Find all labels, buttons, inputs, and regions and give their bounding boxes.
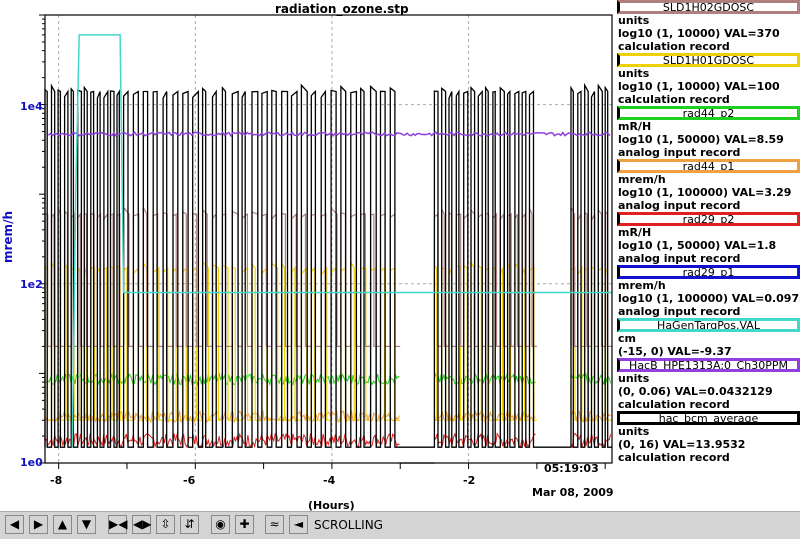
legend-units: units <box>618 425 650 438</box>
legend-range-value: log10 (1, 10000) VAL=370 <box>618 27 780 40</box>
hac-bcm-average-trace <box>44 82 612 448</box>
legend-range-value: (0, 0.06) VAL=0.0432129 <box>618 385 773 398</box>
legend-range-value: (-15, 0) VAL=-9.37 <box>618 345 732 358</box>
scrolling-mode-label: SCROLLING <box>314 518 383 532</box>
legend-record-type: calculation record <box>618 93 730 106</box>
x-axis-label: (Hours) <box>308 499 355 512</box>
zoom-in-y-icon[interactable]: ⇳ <box>156 515 175 534</box>
arrow-right-icon[interactable]: ▶ <box>29 515 48 534</box>
legend-units: mrem/h <box>618 173 666 186</box>
x-tick-label: -4 <box>323 474 336 487</box>
legend-series-name[interactable]: HaGenTargPos.VAL <box>617 318 800 332</box>
grid-lines <box>45 15 612 464</box>
legend-range-value: log10 (1, 10000) VAL=100 <box>618 80 780 93</box>
legend-series-name[interactable]: rad44_p1 <box>617 159 800 173</box>
legend-series-name[interactable]: SLD1H01GDOSC <box>617 53 800 67</box>
legend-range-value: log10 (1, 50000) VAL=1.8 <box>618 239 777 252</box>
arrow-left-icon[interactable]: ◀ <box>5 515 24 534</box>
legend-series-name[interactable]: rad29_p2 <box>617 212 800 226</box>
zoom-out-y-icon[interactable]: ⇵ <box>180 515 199 534</box>
plot-area[interactable] <box>0 0 800 511</box>
legend: SLD1H02GDOSC units log10 (1, 10000) VAL=37… <box>617 0 800 464</box>
legend-record-type: analog input record <box>618 146 741 159</box>
y-axis-label: mrem/h <box>1 211 15 263</box>
legend-units: mR/H <box>618 120 652 133</box>
record-icon[interactable]: ◉ <box>211 515 230 534</box>
legend-units: mR/H <box>618 226 652 239</box>
legend-series-name[interactable]: HacB_HPE1313A:0_Ch30PPM <box>617 358 800 372</box>
legend-range-value: log10 (1, 50000) VAL=8.59 <box>618 133 784 146</box>
zoom-out-x-icon[interactable]: ◀▶ <box>132 515 151 534</box>
legend-units: mrem/h <box>618 279 666 292</box>
chart-title: radiation_ozone.stp <box>275 2 409 16</box>
y-tick-label: 1e2 <box>20 278 43 291</box>
legend-record-type: calculation record <box>618 40 730 53</box>
legend-series-name[interactable]: rad29_p1 <box>617 265 800 279</box>
legend-range-value: log10 (1, 100000) VAL=3.29 <box>618 186 792 199</box>
time-stamp: 05:19:03 <box>544 462 599 475</box>
hagentargpos-trace <box>71 34 612 448</box>
date-stamp: Mar 08, 2009 <box>532 486 614 499</box>
legend-series-name[interactable]: hac_bcm_average <box>617 411 800 425</box>
arrow-up-icon[interactable]: ▲ <box>53 515 72 534</box>
auto-scale-icon[interactable]: ≈ <box>265 515 284 534</box>
arrow-down-icon[interactable]: ▼ <box>77 515 96 534</box>
toolbar: ◀ ▶ ▲ ▼ ▶◀ ◀▶ ⇳ ⇵ ◉ ✚ ≈ ◄ SCROLLING <box>0 511 800 539</box>
back-icon[interactable]: ◄ <box>289 515 308 534</box>
legend-units: units <box>618 14 650 27</box>
x-tick-label: -2 <box>463 474 476 487</box>
axes <box>39 14 613 469</box>
legend-range-value: (0, 16) VAL=13.9532 <box>618 438 746 451</box>
legend-record-type: calculation record <box>618 398 730 411</box>
x-tick-label: -6 <box>183 474 196 487</box>
x-tick-label: -8 <box>50 474 63 487</box>
legend-record-type: analog input record <box>618 199 741 212</box>
legend-record-type: analog input record <box>618 305 741 318</box>
zoom-in-x-icon[interactable]: ▶◀ <box>108 515 127 534</box>
legend-series-name[interactable]: SLD1H02GDOSC <box>617 0 800 14</box>
plot-frame <box>44 14 613 464</box>
y-tick-label: 1e0 <box>20 456 43 469</box>
legend-units: units <box>618 67 650 80</box>
plus-icon[interactable]: ✚ <box>235 515 254 534</box>
data-traces <box>44 34 612 464</box>
legend-range-value: log10 (1, 100000) VAL=0.0973 <box>618 292 800 305</box>
legend-record-type: calculation record <box>618 451 730 464</box>
hacb-ppm-trace <box>47 131 611 138</box>
legend-units: units <box>618 372 650 385</box>
legend-units: cm <box>618 332 636 345</box>
legend-record-type: analog input record <box>618 252 741 265</box>
legend-series-name[interactable]: rad44_p2 <box>617 106 800 120</box>
y-tick-label: 1e4 <box>20 100 43 113</box>
